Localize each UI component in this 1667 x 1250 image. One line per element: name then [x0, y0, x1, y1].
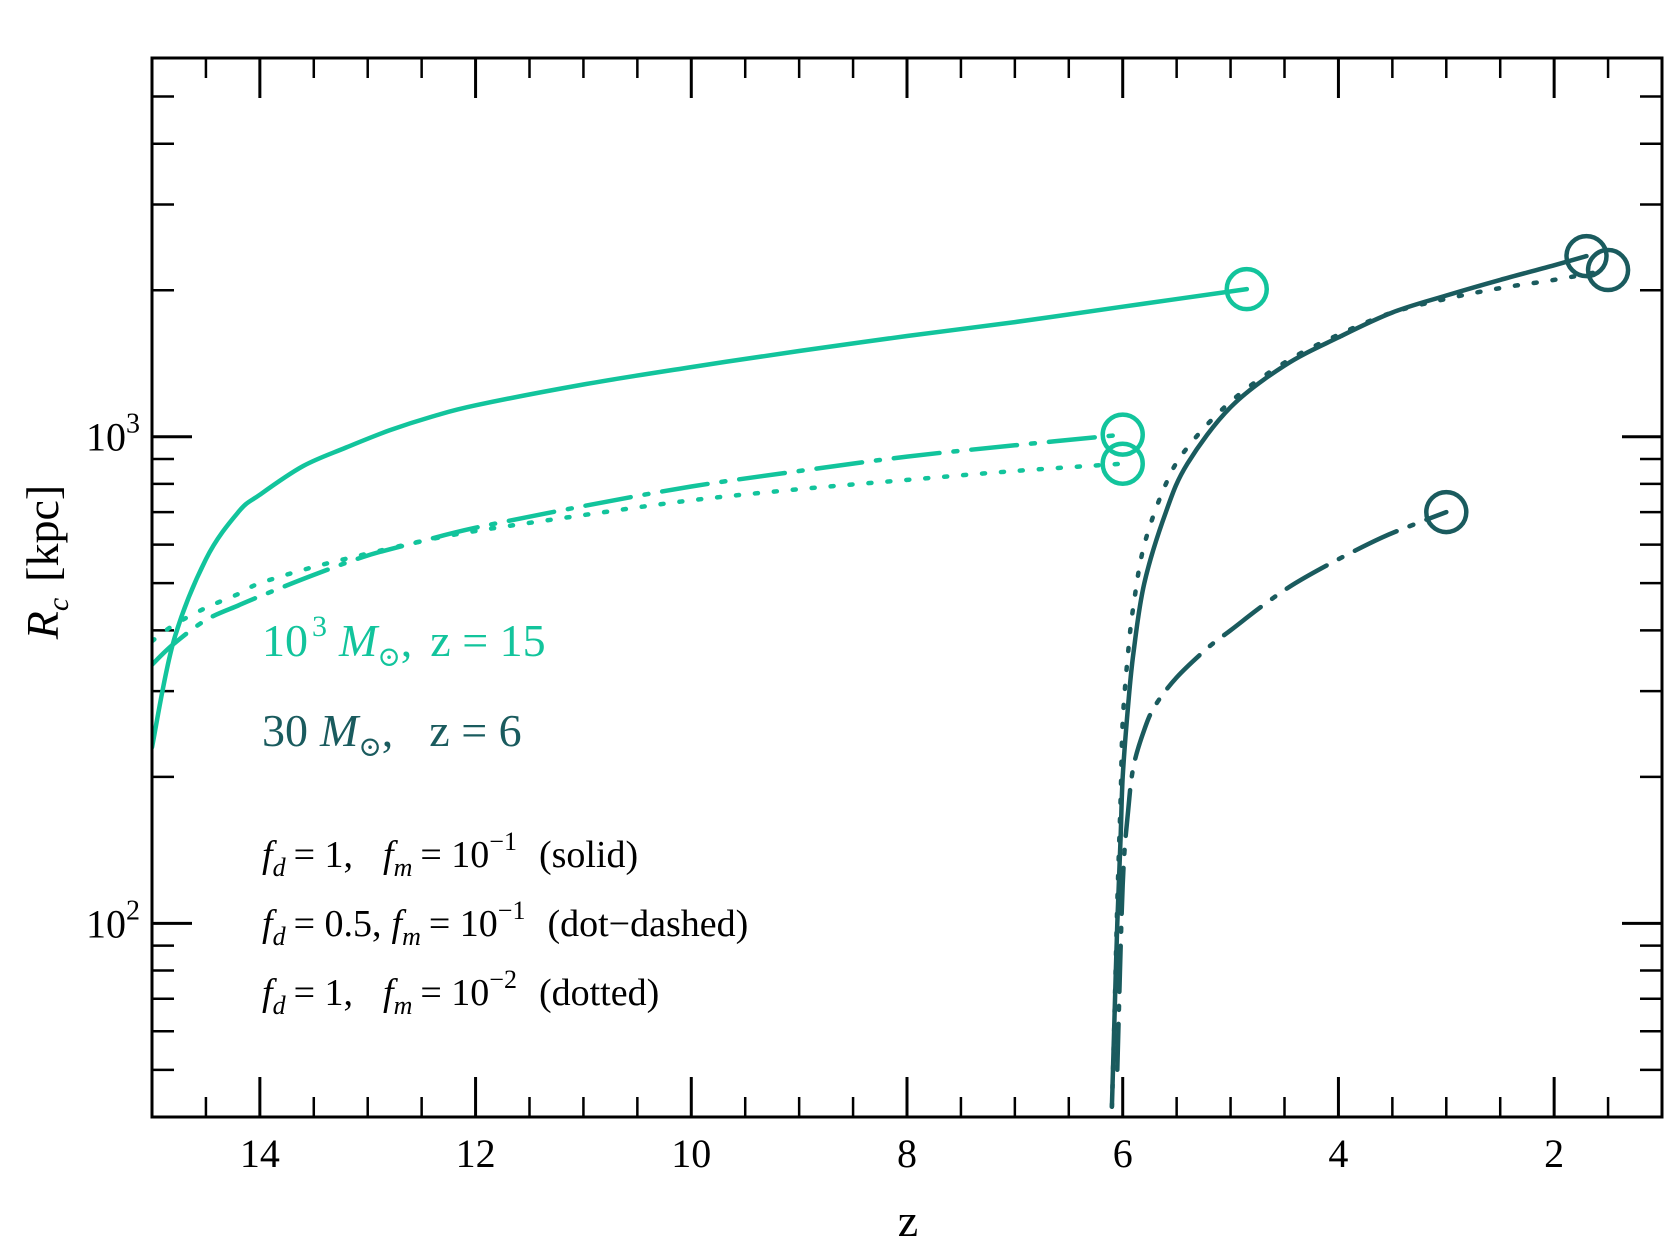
end-marker-light-dot-dashed	[1100, 412, 1145, 457]
tick-labels: 14 12 10 8 6 4 2 102 103	[86, 409, 1564, 1176]
series-light-dot-dashed	[152, 432, 1125, 667]
dark-group-label: 30 M⊙, z = 6	[262, 705, 522, 763]
series-light-solid	[152, 286, 1250, 750]
x-tick-label: 14	[240, 1131, 280, 1176]
y-tick-label: 103	[86, 409, 140, 460]
x-tick-label: 8	[897, 1131, 917, 1176]
x-tick-label: 12	[456, 1131, 496, 1176]
legend-line-dot-dashed: fd = 0.5, fm = 10−1 (dot−dashed)	[262, 896, 748, 951]
end-marker-dark-dot-dashed	[1424, 489, 1469, 535]
series-dark-dot-dashed	[1115, 509, 1449, 1073]
series-light-dotted	[152, 461, 1125, 644]
series-layer	[152, 253, 1611, 1109]
x-axis-title: z	[898, 1195, 918, 1246]
minor-ticks	[150, 58, 1664, 1117]
legend-line-solid: fd = 1, fm = 10−1 (solid)	[262, 827, 638, 882]
x-tick-label: 2	[1544, 1131, 1564, 1176]
plot-frame	[150, 56, 1664, 1119]
x-tick-label: 6	[1113, 1131, 1133, 1176]
end-marker-dark-solid	[1564, 233, 1609, 279]
end-marker-light-solid	[1224, 266, 1269, 312]
end-marker-dark-dotted	[1585, 247, 1631, 293]
series-dark-dotted	[1109, 267, 1611, 1109]
light-group-label: 10 3 M⊙, z = 15	[262, 610, 546, 673]
x-tick-label: 4	[1328, 1131, 1348, 1176]
y-axis-title: Rc[kpc]	[17, 485, 75, 641]
y-tick-label: 102	[86, 895, 140, 946]
marker-layer	[1100, 233, 1631, 535]
x-tick-label: 10	[671, 1131, 711, 1176]
major-ticks	[152, 58, 1662, 1117]
legend-line-dotted: fd = 1, fm = 10−2 (dotted)	[262, 965, 659, 1020]
end-marker-light-dotted	[1100, 441, 1145, 486]
